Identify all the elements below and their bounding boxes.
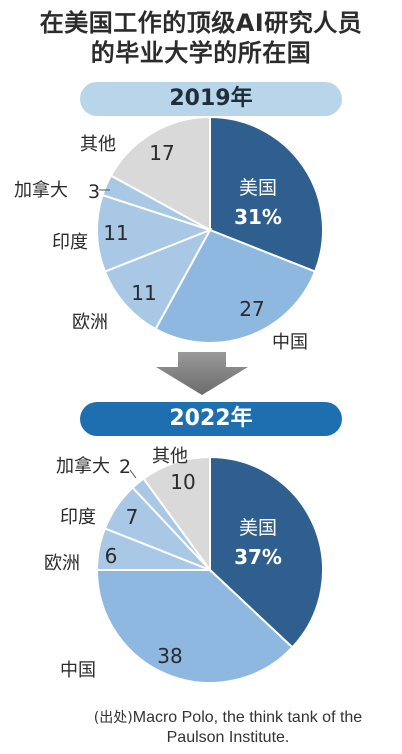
down-arrow-icon [156,352,248,395]
year-2022-banner: 2022年 [80,402,342,436]
category-label-europe-2019: 欧洲 [72,312,108,333]
pie-slice-usa-2019 [209,115,324,273]
pie-slice-china-2022 [95,569,294,684]
value-label-china-2022: 38 [157,644,182,668]
leader-line-canada-2022 [129,469,137,479]
value-label-usa-2019: 31% [234,205,282,229]
category-label-canada-2022: 加拿大 [56,455,110,477]
value-label-europe-2022: 6 [105,544,118,568]
category-label-other-2019: 其他 [80,134,116,155]
category-label-india-2022: 印度 [60,507,96,528]
category-label-china-2022: 中国 [60,660,96,681]
pie-slice-other-2022 [142,455,211,574]
year-2019-banner: 2019年 [80,82,342,116]
title-line-2: 的毕业大学的所在国 [90,39,312,67]
source-note: (出处)Macro Polo, the think tank of the Pa… [68,708,388,747]
category-label-canada-2019: 加拿大 [14,179,68,201]
source-text: Macro Polo, the think tank of the Paulso… [132,709,363,746]
pie-chart-2022: 美国 37% 38 67 10 中国 欧洲 印度 加拿大 其他 2 [44,446,324,684]
pie-slice-usa-2022 [209,455,324,649]
pie-slice-india-2019 [96,193,213,273]
value-label-china-2019: 27 [239,297,264,321]
category-label-europe-2022: 欧洲 [44,553,80,574]
category-label-china-2019: 中国 [272,332,308,353]
value-label-other-2022: 10 [170,470,195,494]
pie-slice-europe-2019 [103,228,213,331]
category-label-india-2019: 印度 [52,232,88,253]
pie-chart-2019: 美国 31% 27 11 11 17 中国 欧洲 印度 加拿大 其他 3 [14,115,324,353]
value-label-other-2019: 17 [149,141,174,165]
value-label-usa-2022: 37% [234,545,282,569]
category-label-other-2022: 其他 [152,446,188,467]
category-label-usa-2019: 美国 [239,177,277,199]
value-label-europe-2019: 11 [131,281,156,305]
source-label: (出处) [93,710,133,726]
value-label-india-2022: 7 [126,505,139,529]
pie-slice-other-2019 [109,115,211,232]
category-label-usa-2022: 美国 [239,517,277,539]
title-line-1: 在美国工作的顶级AI研究人员 [39,9,363,37]
chart-title: 在美国工作的顶级AI研究人员 的毕业大学的所在国 [0,8,402,68]
value-label-india-2019: 11 [103,221,128,245]
value-label-canada-2019: 3 [88,181,100,203]
value-label-canada-2022: 2 [119,456,131,478]
